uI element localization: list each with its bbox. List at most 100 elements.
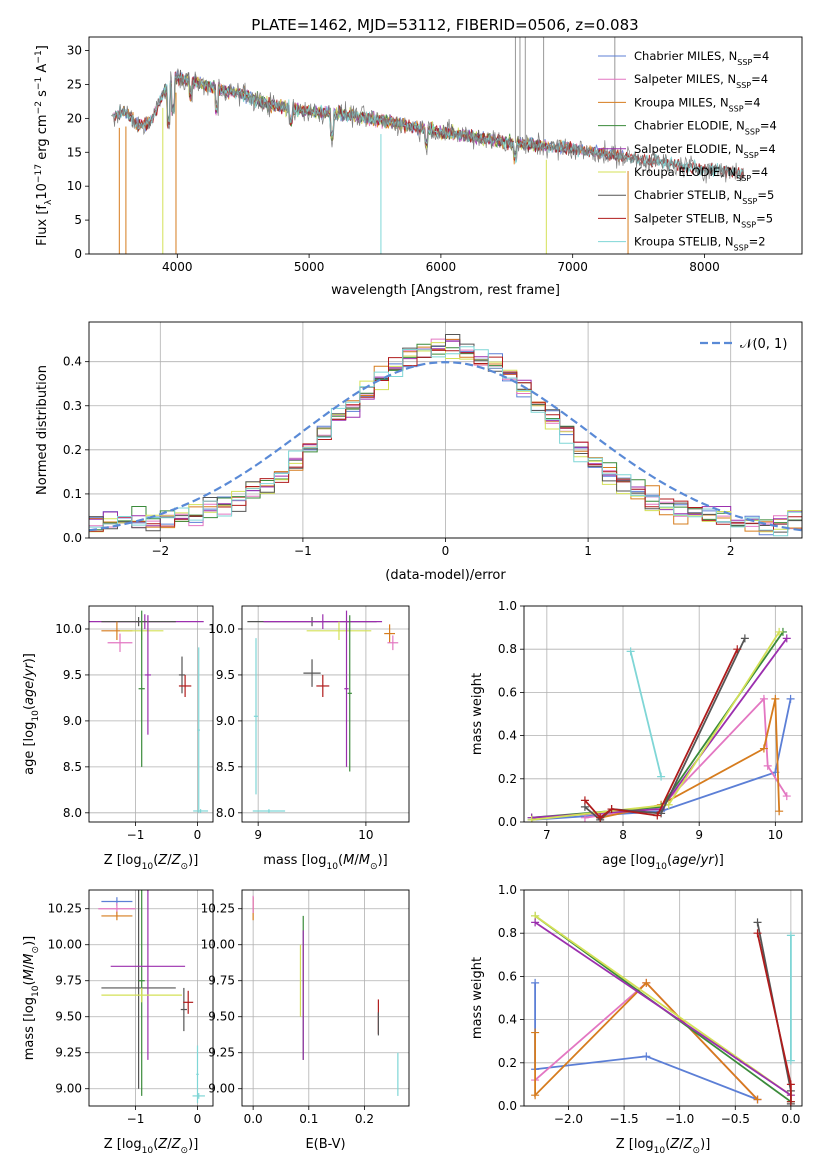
weight-marker	[733, 645, 742, 654]
normal-curve	[89, 360, 802, 532]
axes-z-weight: −2.0 −1.5 −1.0 −0.5 0.0 0.0 0.2 0.4 0.6 0.8 1.0 Z […	[470, 883, 803, 1156]
axes-frame	[523, 889, 803, 1107]
y-tick-label: 10.00	[48, 938, 82, 952]
plot-area-z-age	[89, 610, 209, 813]
axes-mass-age: 9 10 8.0 8.5 9.0 9.5 10.0 mass [log10(M/M⊙)]	[208, 605, 410, 872]
y-tick-label: 0.0	[498, 815, 517, 829]
y-tick-label: 10.0	[55, 622, 82, 636]
axes-frame	[88, 889, 214, 1107]
x-tick-label: −1	[127, 1112, 145, 1126]
y-tick-label: 9.50	[55, 1010, 82, 1024]
weight-marker	[786, 694, 795, 703]
weight-marker	[642, 978, 651, 987]
residual-histogram	[89, 334, 802, 533]
x-tick-label: 0.2	[355, 1112, 374, 1126]
y-tick-label: 9.00	[208, 1082, 235, 1096]
weight-line	[531, 631, 780, 821]
y-axis-label: mass weight	[470, 673, 485, 755]
axes-frame	[88, 321, 803, 539]
data-point	[193, 809, 209, 813]
y-tick-label: 8.5	[63, 760, 82, 774]
y-axis-label: mass [log10(M/M⊙)]	[22, 936, 41, 1060]
residual-histogram	[89, 346, 802, 537]
legend-label: Kroupa ELODIE, NSSP=4	[634, 165, 768, 183]
axes-spectrum: 4000 5000 6000 7000 8000 0 5 10 15 20 25 30 waveleng…	[34, 36, 803, 298]
plot-area-z-mass	[98, 890, 205, 1104]
data-point	[196, 1045, 199, 1104]
y-tick-label: 0	[74, 247, 82, 261]
axes-frame	[88, 36, 803, 255]
legend-label: 𝒩(0, 1)	[740, 337, 787, 352]
y-tick-label: 30	[67, 44, 82, 58]
data-point	[101, 987, 182, 1003]
x-tick-label: 0.0	[781, 1112, 800, 1126]
data-point	[192, 1093, 205, 1099]
weight-marker	[531, 918, 540, 927]
data-point	[344, 610, 349, 767]
y-tick-label: 9.5	[63, 668, 82, 682]
x-axis-label: mass [log10(M/M⊙)]	[263, 853, 387, 872]
x-tick-label: −1.5	[610, 1112, 639, 1126]
y-tick-label: 10	[67, 179, 82, 193]
x-tick-label: 9	[695, 828, 703, 842]
axes-frame	[523, 605, 803, 823]
axes-ebv-mass: 0.0 0.1 0.2 9.00 9.25 9.50 9.75 10.00 10.25 E(B-V…	[201, 889, 410, 1152]
data-point	[263, 614, 383, 629]
weight-marker	[653, 811, 662, 820]
weight-marker	[607, 805, 616, 814]
data-point	[180, 987, 187, 1032]
x-tick-label: 0	[194, 1112, 202, 1126]
x-tick-label: −2	[151, 544, 169, 558]
y-tick-label: 10.25	[201, 902, 235, 916]
data-point	[107, 633, 133, 652]
weight-marker	[580, 796, 589, 805]
axes-z-mass: −1 0 9.00 9.25 9.50 9.75 10.00 10.25 Z [log10(Z/…	[22, 889, 214, 1156]
x-axis-label: Z [log10(Z/Z⊙)]	[104, 853, 199, 872]
weight-marker	[786, 1080, 795, 1089]
weight-line	[534, 982, 758, 1101]
weight-marker	[786, 1056, 795, 1065]
weight-marker	[759, 744, 768, 753]
axes-age-weight: 7 8 9 10 0.0 0.2 0.4 0.6 0.8 1.0 age [log10(age/yr…	[470, 599, 803, 872]
y-tick-label: 0.0	[63, 531, 82, 545]
y-tick-label: 10.25	[48, 902, 82, 916]
y-tick-label: 9.0	[216, 714, 235, 728]
y-tick-label: 0.6	[498, 685, 517, 699]
plot-area-residuals	[89, 334, 802, 537]
axes-residuals: −2 −1 0 1 2 0.0 0.1 0.2 0.3 0.4 (data-model)/error…	[35, 321, 803, 583]
x-tick-label: 6000	[426, 260, 457, 274]
x-tick-label: −2.0	[554, 1112, 583, 1126]
weight-line	[600, 698, 781, 819]
weight-line	[534, 921, 792, 1096]
weight-marker	[775, 807, 784, 816]
x-tick-label: 8000	[689, 260, 720, 274]
data-point	[178, 674, 192, 697]
legend-label: Salpeter ELODIE, NSSP=4	[634, 142, 776, 160]
weight-marker	[753, 1095, 762, 1104]
y-tick-label: 0.0	[498, 1099, 517, 1113]
x-tick-label: 0	[442, 544, 450, 558]
y-tick-label: 8.0	[63, 806, 82, 820]
weight-line	[531, 631, 784, 819]
weight-marker	[531, 978, 540, 987]
legend-label: Salpeter STELIB, NSSP=5	[634, 211, 773, 229]
x-tick-label: −1	[127, 828, 145, 842]
y-tick-label: 10.00	[201, 938, 235, 952]
y-tick-label: 8.0	[216, 806, 235, 820]
x-tick-label: −0.5	[721, 1112, 750, 1126]
weight-marker	[596, 813, 605, 822]
weight-line	[584, 696, 788, 819]
x-tick-label: 7000	[557, 260, 588, 274]
data-point	[110, 890, 186, 1060]
x-tick-label: 10	[768, 828, 783, 842]
y-tick-label: 9.25	[208, 1046, 235, 1060]
weight-marker	[753, 929, 762, 938]
figure-title: PLATE=1462, MJD=53112, FIBERID=0506, z=0…	[251, 16, 638, 34]
data-point	[197, 647, 200, 813]
x-tick-label: 8	[619, 828, 627, 842]
y-tick-label: 10.0	[208, 622, 235, 636]
axes-frame	[241, 889, 410, 1107]
data-point	[138, 890, 145, 1096]
plot-area-age-weight	[527, 627, 795, 822]
